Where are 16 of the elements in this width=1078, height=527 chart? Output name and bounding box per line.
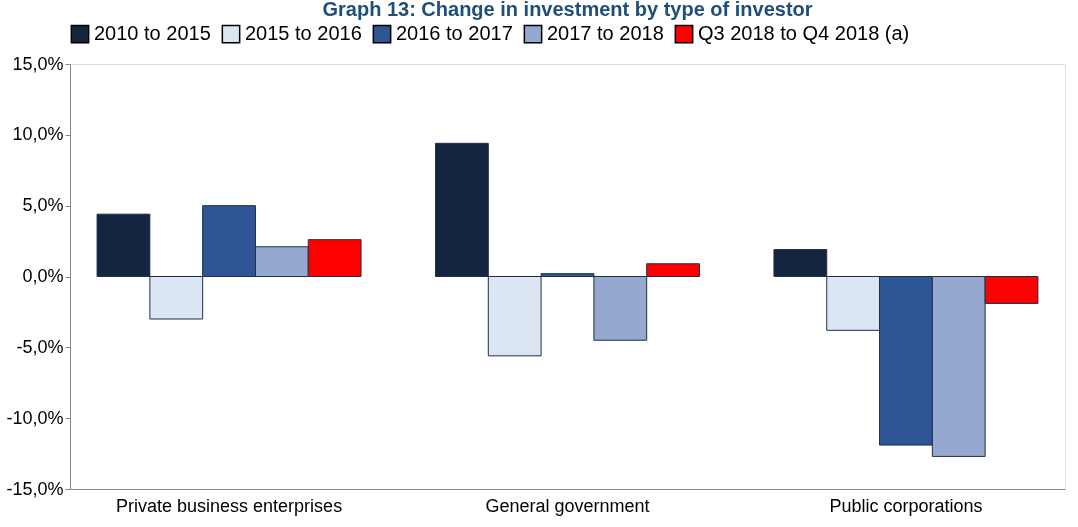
legend-label: 2016 to 2017 (396, 22, 513, 45)
y-tick-label: 5,0% (22, 195, 64, 216)
x-tick-label: Private business enterprises (116, 495, 343, 516)
legend-label: 2017 to 2018 (547, 22, 664, 45)
legend-label: 2015 to 2016 (245, 22, 362, 45)
y-tick-label: 0,0% (22, 266, 64, 286)
x-tick-label: Public corporations (829, 495, 983, 516)
y-tick-label: 10,0% (12, 124, 64, 145)
legend-label: Q3 2018 to Q4 2018 (a) (698, 22, 910, 45)
y-tick-label: -15,0% (6, 478, 64, 499)
chart-title: Graph 13: Change in investment by type of investor (322, 0, 813, 20)
legend-label: 2010 to 2015 (94, 22, 211, 45)
y-tick-label: 15,0% (12, 53, 64, 74)
x-tick-label: General government (485, 495, 650, 516)
y-tick-label: -10,0% (6, 407, 64, 428)
y-tick-label: -5,0% (16, 336, 64, 357)
